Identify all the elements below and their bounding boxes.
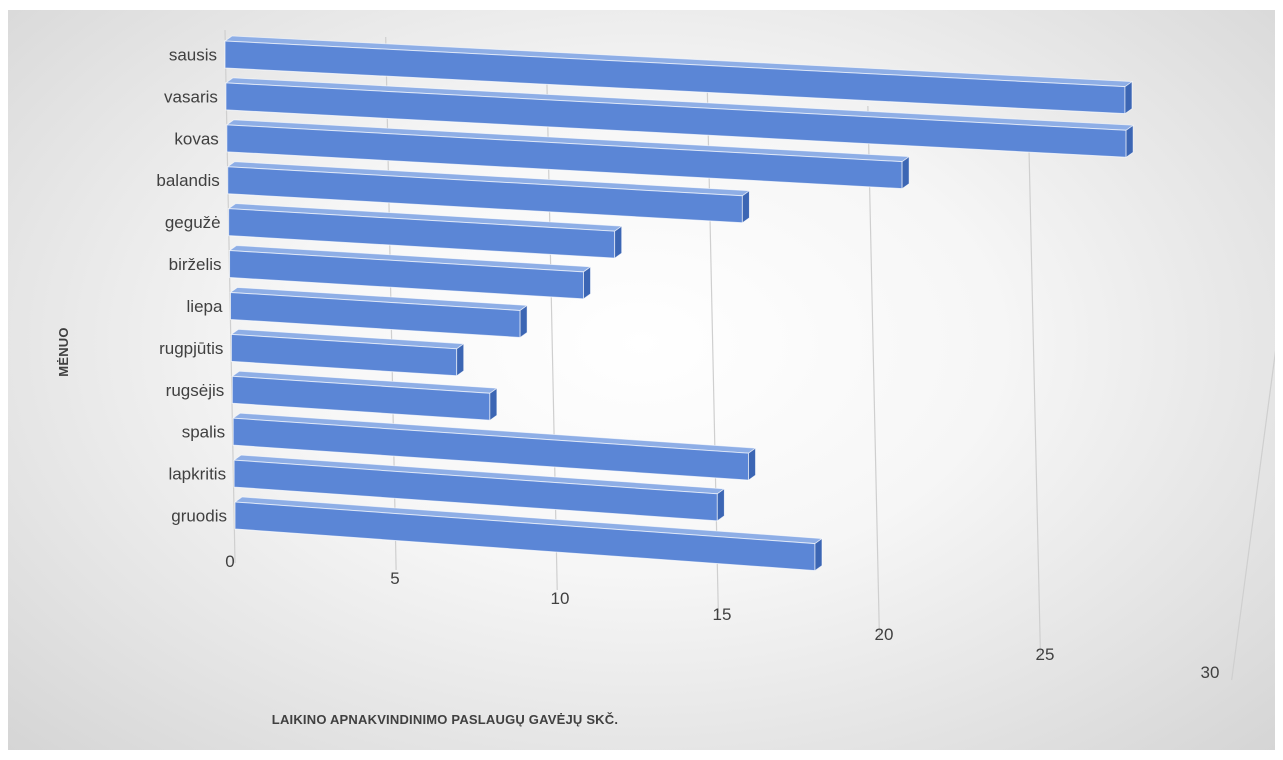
x-tick-label: 15 xyxy=(713,605,732,624)
x-axis-title: LAIKINO APNAKVINDINIMO PASLAUGŲ GAVĖJŲ S… xyxy=(272,712,618,727)
category-label: vasaris xyxy=(164,87,218,106)
bar-end-face xyxy=(901,155,910,190)
gridline xyxy=(1027,129,1042,661)
bar-chart: gruodis lapkritis spalis rugsėjis rugpjūtis l… xyxy=(56,29,1275,727)
bar-end-face xyxy=(583,266,591,300)
bar-end-face xyxy=(748,447,756,481)
x-tick-label: 30 xyxy=(1201,663,1220,682)
x-tick-label: 0 xyxy=(225,552,234,571)
category-labels: gruodis lapkritis spalis rugsėjis rugpjūtis l… xyxy=(156,46,227,526)
bar-rugsėjis xyxy=(231,370,499,422)
category-label: birželis xyxy=(169,255,222,274)
bar-rugpjūtis xyxy=(230,328,465,377)
bar-end-face xyxy=(489,387,498,422)
category-label: rugpjūtis xyxy=(159,339,223,358)
category-label: gegužė xyxy=(165,213,221,232)
y-axis-title: MĖNUO xyxy=(56,327,71,376)
bar-gegužė xyxy=(227,203,623,259)
category-label: spalis xyxy=(182,423,225,442)
x-tick-label: 5 xyxy=(390,569,399,588)
bar-end-face xyxy=(1124,80,1133,115)
bar-gruodis xyxy=(233,496,824,572)
bar-balandis xyxy=(226,161,751,224)
category-label: balandis xyxy=(156,171,219,190)
category-label: sausis xyxy=(169,46,217,65)
bar-spalis xyxy=(232,412,757,481)
bar-lapkritis xyxy=(232,454,726,522)
category-label: gruodis xyxy=(171,507,227,526)
gridline xyxy=(1231,350,1275,681)
bar-end-face xyxy=(741,189,750,224)
bar-end-face xyxy=(456,343,465,377)
bar-vasaris xyxy=(224,77,1135,159)
bar-end-face xyxy=(614,225,623,259)
x-tick-labels: 0 5 10 15 20 25 30 xyxy=(225,552,1219,682)
x-tick-label: 20 xyxy=(875,625,894,644)
x-tick-label: 10 xyxy=(551,589,570,608)
bar-sausis xyxy=(223,35,1134,115)
category-label: kovas xyxy=(174,129,218,148)
category-label: rugsėjis xyxy=(166,381,225,400)
bar-kovas xyxy=(225,119,911,190)
category-label: liepa xyxy=(187,297,223,316)
category-label: lapkritis xyxy=(168,465,226,484)
gridline xyxy=(867,105,881,639)
chart-area: gruodis lapkritis spalis rugsėjis rugpjūtis l… xyxy=(8,10,1275,750)
bar-birželis xyxy=(228,245,592,300)
bar-end-face xyxy=(716,488,725,522)
bar-liepa xyxy=(229,287,529,339)
bar-end-face xyxy=(814,537,823,572)
bars xyxy=(223,35,1135,572)
bar-end-face xyxy=(1125,124,1134,159)
bar-end-face xyxy=(519,304,528,339)
x-tick-label: 25 xyxy=(1036,645,1055,664)
